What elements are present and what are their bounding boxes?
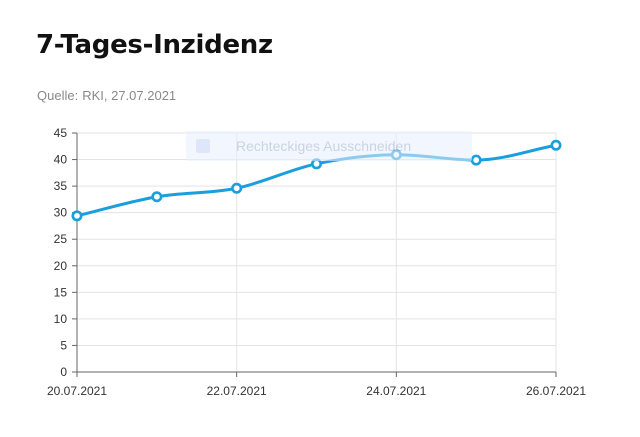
- y-tick-label: 0: [60, 365, 67, 379]
- snip-icon: [196, 139, 210, 153]
- x-tick-label: 24.07.2021: [366, 384, 426, 398]
- snipping-tool-tooltip: Rechteckiges Ausschneiden: [186, 131, 472, 161]
- chart-title: 7-Tages-Inzidenz: [36, 30, 273, 60]
- data-point: [151, 191, 163, 203]
- data-point: [550, 139, 562, 151]
- y-tick-label: 15: [54, 285, 68, 299]
- source-label: Quelle:: [37, 88, 79, 103]
- y-tick-label: 35: [54, 179, 68, 193]
- snipping-tool-label: Rechteckiges Ausschneiden: [236, 138, 412, 154]
- data-point: [470, 154, 482, 166]
- y-tick-label: 45: [54, 126, 68, 140]
- y-tick-label: 10: [54, 312, 68, 326]
- source-line: Quelle: RKI, 27.07.2021: [37, 88, 176, 103]
- y-tick-label: 5: [60, 338, 67, 352]
- y-tick-label: 30: [54, 206, 68, 220]
- data-point: [231, 182, 243, 194]
- y-tick-label: 40: [54, 153, 68, 167]
- x-tick-label: 22.07.2021: [207, 384, 267, 398]
- source-value: RKI, 27.07.2021: [82, 88, 177, 103]
- x-tick-label: 26.07.2021: [526, 384, 586, 398]
- data-point: [71, 210, 83, 222]
- y-tick-label: 20: [54, 259, 68, 273]
- x-tick-label: 20.07.2021: [47, 384, 107, 398]
- y-tick-label: 25: [54, 232, 68, 246]
